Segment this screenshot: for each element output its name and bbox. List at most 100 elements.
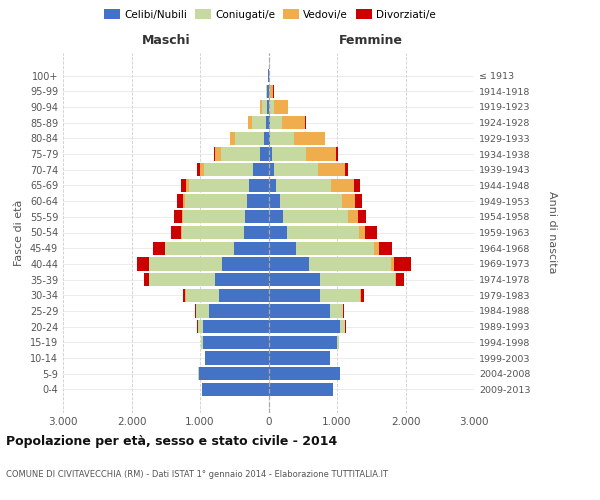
Bar [270,116,282,130]
Text: Maschi: Maschi [142,34,190,48]
Bar [203,336,269,349]
Text: Femmine: Femmine [339,34,403,48]
Bar [280,194,342,208]
Bar [235,132,264,145]
Bar [359,226,365,239]
Bar [337,336,338,349]
Bar [267,100,269,114]
Y-axis label: Anni di nascita: Anni di nascita [547,191,557,274]
Bar [215,273,269,286]
Bar [271,132,294,145]
Bar [269,257,309,270]
Bar [252,116,266,130]
Bar [221,148,260,160]
Bar [176,194,183,208]
Bar [374,242,379,255]
Bar [355,178,360,192]
Bar [361,288,364,302]
Bar [269,132,271,145]
Bar [260,148,269,160]
Bar [270,84,274,98]
Y-axis label: Fasce di età: Fasce di età [14,200,24,266]
Bar [320,273,395,286]
Bar [269,100,274,114]
Bar [296,242,374,255]
Bar [266,116,269,130]
Bar [201,336,203,349]
Bar [294,132,325,145]
Bar [253,163,269,176]
Bar [245,210,269,224]
Bar [345,163,349,176]
Bar [330,304,343,318]
Text: COMUNE DI CIVITAVECCHIA (RM) - Dati ISTAT 1° gennaio 2014 - Elaborazione TUTTITA: COMUNE DI CIVITAVECCHIA (RM) - Dati ISTA… [6,470,388,479]
Bar [183,194,185,208]
Bar [283,210,348,224]
Bar [186,178,189,192]
Bar [205,352,269,364]
Bar [200,163,204,176]
Bar [269,194,280,208]
Legend: Celibi/Nubili, Coniugati/e, Vedovi/e, Divorziati/e: Celibi/Nubili, Coniugati/e, Vedovi/e, Di… [100,5,440,24]
Bar [342,194,355,208]
Bar [149,273,215,286]
Bar [269,178,277,192]
Bar [203,320,269,334]
Bar [171,226,181,239]
Bar [379,242,392,255]
Bar [204,163,253,176]
Bar [264,132,269,145]
Bar [269,304,330,318]
Bar [331,178,355,192]
Bar [269,320,340,334]
Bar [282,116,305,130]
Bar [189,178,248,192]
Bar [165,242,234,255]
Bar [268,84,269,98]
Bar [287,226,359,239]
Bar [215,148,221,160]
Bar [355,194,362,208]
Bar [209,304,269,318]
Bar [230,132,235,145]
Bar [309,257,391,270]
Bar [340,320,345,334]
Bar [222,257,269,270]
Text: Popolazione per età, sesso e stato civile - 2014: Popolazione per età, sesso e stato civil… [6,435,337,448]
Bar [248,178,269,192]
Bar [365,226,377,239]
Bar [214,148,215,160]
Bar [260,100,262,114]
Bar [305,148,336,160]
Bar [269,116,270,130]
Bar [269,226,287,239]
Bar [269,242,296,255]
Bar [269,210,283,224]
Bar [181,226,182,239]
Bar [181,178,186,192]
Bar [318,163,345,176]
Bar [269,84,270,98]
Bar [269,148,272,160]
Bar [149,257,222,270]
Bar [269,336,337,349]
Bar [137,257,149,270]
Bar [358,210,366,224]
Bar [269,383,333,396]
Bar [234,242,269,255]
Bar [348,210,358,224]
Bar [197,320,203,334]
Bar [269,163,274,176]
Bar [266,84,268,98]
Bar [269,352,330,364]
Bar [202,383,269,396]
Bar [274,100,287,114]
Bar [183,210,245,224]
Bar [272,148,305,160]
Bar [248,116,252,130]
Bar [196,304,209,318]
Bar [396,273,404,286]
Bar [184,288,185,302]
Bar [197,163,200,176]
Bar [336,148,338,160]
